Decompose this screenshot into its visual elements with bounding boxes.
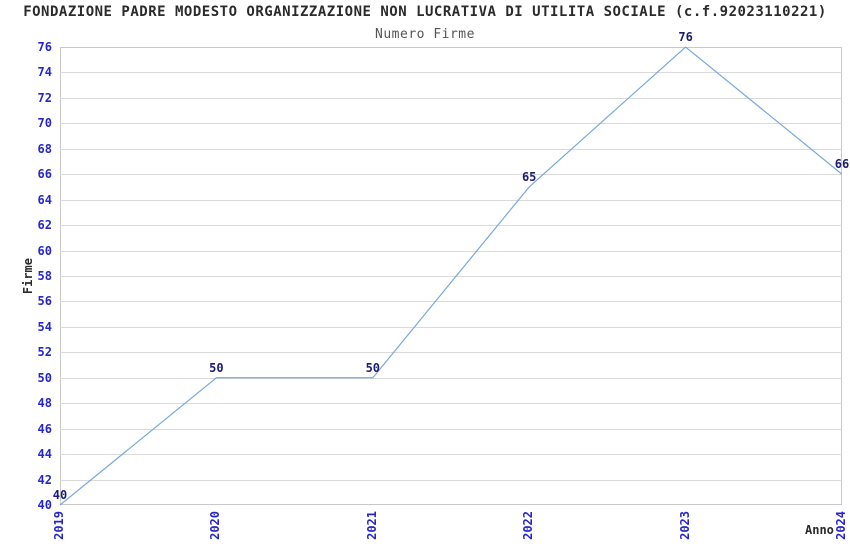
point-value-label: 65 — [521, 169, 537, 184]
x-tick-text: 2019 — [52, 511, 66, 540]
y-tick-label: 58 — [37, 269, 52, 283]
y-tick-label: 66 — [37, 167, 52, 182]
y-tick-label: 70 — [37, 116, 52, 131]
point-value-label: 66 — [834, 157, 850, 172]
chart-title: FONDAZIONE PADRE MODESTO ORGANIZZAZIONE … — [23, 4, 827, 20]
gridline — [60, 428, 842, 430]
gridline — [60, 250, 842, 252]
y-tick-label: 54 — [37, 319, 52, 334]
gridline — [60, 352, 842, 354]
gridline — [60, 225, 842, 227]
gridline — [60, 199, 842, 201]
y-axis-label: Firme — [21, 257, 35, 295]
x-tick-label: 2024 — [834, 511, 848, 543]
y-tick-label: 62 — [37, 218, 52, 233]
x-tick-text: 2020 — [208, 511, 223, 540]
gridline — [60, 97, 842, 99]
point-value-label: 40 — [52, 488, 68, 502]
gridline — [60, 479, 842, 481]
x-tick-text: 2021 — [364, 511, 379, 540]
x-tick-label: 2020 — [208, 511, 222, 543]
y-tick-label: 44 — [37, 447, 52, 462]
y-tick-label: 72 — [37, 90, 52, 105]
point-value-label: 50 — [365, 360, 381, 375]
gridline — [60, 174, 842, 176]
x-tick-label: 2019 — [52, 511, 66, 543]
y-tick-label: 74 — [37, 65, 52, 80]
y-tick-label: 52 — [37, 345, 52, 360]
y-tick-label: 48 — [37, 396, 52, 411]
gridline — [60, 326, 842, 328]
series-polyline — [59, 46, 843, 506]
x-tick-text: 2022 — [521, 511, 536, 540]
gridline — [60, 276, 842, 277]
point-value-label: 50 — [209, 360, 224, 375]
x-tick-label: 2023 — [678, 511, 692, 543]
point-value-label: 76 — [678, 30, 693, 44]
x-tick-label: 2021 — [365, 511, 379, 543]
y-tick-label: 56 — [37, 294, 52, 309]
x-tick-text: 2023 — [677, 511, 692, 540]
y-tick-label: 76 — [37, 40, 52, 54]
gridline — [60, 301, 842, 303]
y-tick-label: 68 — [37, 141, 52, 156]
y-tick-label: 60 — [37, 243, 52, 258]
x-tick-text: 2024 — [834, 511, 848, 540]
x-axis-label: Anno — [805, 523, 834, 537]
y-axis-label-box: Firme — [20, 47, 36, 505]
y-tick-label: 64 — [37, 192, 52, 207]
gridline — [60, 403, 842, 405]
y-tick-label: 46 — [37, 421, 52, 436]
y-tick-label: 50 — [37, 370, 52, 385]
y-tick-label: 42 — [37, 472, 52, 487]
x-tick-label: 2022 — [521, 511, 535, 543]
y-tick-label: 40 — [37, 498, 52, 512]
gridline — [60, 123, 842, 125]
gridline — [60, 454, 842, 456]
gridline — [60, 377, 842, 379]
gridline — [60, 72, 842, 74]
gridline — [60, 148, 842, 150]
chart-subtitle: Numero Firme — [375, 27, 475, 42]
line-series — [59, 46, 843, 506]
